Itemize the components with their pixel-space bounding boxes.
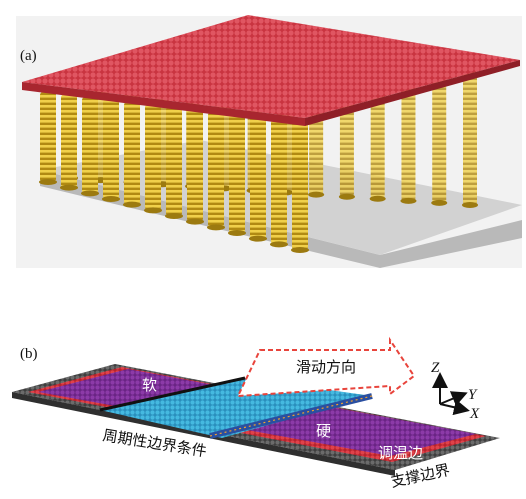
spring-base (462, 202, 478, 208)
spring-column (40, 92, 56, 182)
spring-column (432, 73, 447, 203)
sliding-direction-arrow (236, 336, 416, 398)
soft-layer-front-edge (12, 392, 395, 476)
z-axis-label: Z (431, 360, 440, 376)
spring-column (463, 72, 477, 205)
spring-base (165, 213, 183, 219)
spring-base (270, 241, 288, 248)
spring-base (369, 195, 386, 202)
y-axis-arrow (439, 391, 468, 406)
spring-base (228, 230, 246, 236)
spring-base (81, 190, 99, 197)
x-axis-label: X (469, 406, 480, 422)
spring-column (124, 102, 140, 205)
spring-column (370, 76, 385, 199)
spring-column (292, 122, 308, 250)
spring-base (39, 179, 57, 185)
spring-column (250, 117, 266, 239)
sliding-direction-label: 滑动方向 (296, 358, 356, 376)
spring-base (431, 199, 448, 206)
spring-column (271, 119, 287, 245)
spring-column (401, 75, 416, 201)
y-axis-label: Y (468, 387, 478, 403)
spring-base (123, 201, 141, 208)
top-plate-side-edge (305, 60, 520, 126)
soft-label: 软 (142, 376, 157, 394)
spring-base (186, 218, 204, 225)
spring-base (249, 235, 267, 242)
hard-layer-back-edge (99, 376, 246, 412)
hard-layer (100, 378, 372, 438)
spring-base (102, 196, 120, 202)
spring-column (61, 94, 77, 188)
thermostat-edge-label: 调温边 (378, 444, 423, 462)
spring-base (60, 184, 78, 191)
x-axis-arrow (439, 399, 470, 416)
spring-column (229, 114, 245, 233)
spring-base (144, 207, 162, 214)
spring-base (308, 191, 325, 198)
hard-layer-front-rod (209, 393, 373, 439)
panel-b-label: (b) (20, 346, 38, 362)
panel-a-label: (a) (20, 48, 37, 64)
spring-base (338, 193, 355, 200)
coordinate-axes: Z Y X (431, 360, 480, 422)
spring-base (207, 224, 225, 231)
spring-column (82, 97, 98, 194)
top-plate-front-edge (22, 82, 305, 126)
spring-column (187, 109, 203, 222)
spring-column (208, 112, 224, 228)
hard-label: 硬 (316, 422, 331, 440)
spring-base (400, 197, 417, 204)
spring-column (145, 104, 161, 211)
spring-base (291, 247, 309, 253)
top-plate (22, 15, 520, 118)
spring-column (166, 107, 182, 216)
spring-column (103, 99, 119, 199)
